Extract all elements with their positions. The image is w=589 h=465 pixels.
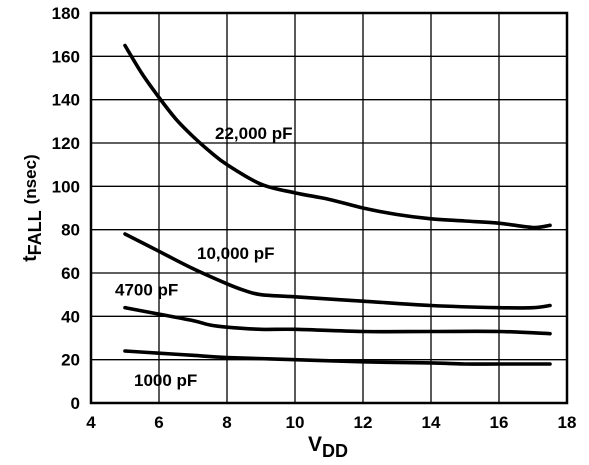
x-tick-label: 18 (558, 413, 577, 432)
y-tick-label: 20 (61, 351, 80, 370)
x-tick-label: 16 (490, 413, 509, 432)
y-tick-label: 60 (61, 264, 80, 283)
y-tick-label: 120 (52, 134, 80, 153)
series-label: 4700 pF (115, 281, 178, 300)
y-tick-label: 160 (52, 47, 80, 66)
y-axis-label-sub: FALL (25, 210, 45, 255)
y-tick-label: 140 (52, 91, 80, 110)
plot-frame (89, 11, 569, 405)
series-label: 10,000 pF (197, 244, 275, 263)
series-line (123, 349, 552, 366)
x-axis-label: VDD (308, 433, 348, 461)
series-line (123, 305, 552, 336)
y-tick-label: 40 (61, 307, 80, 326)
y-tick-label: 80 (61, 221, 80, 240)
y-axis-label: tFALL (nsec) (20, 154, 45, 261)
x-tick-label: 12 (354, 413, 373, 432)
series-label: 22,000 pF (215, 124, 293, 143)
x-tick-label: 8 (222, 413, 231, 432)
y-tick-labels: 0 20 40 60 80 100 120 140 160 180 (52, 4, 80, 413)
series-line (123, 232, 552, 310)
y-tick-label: 180 (52, 4, 80, 23)
x-tick-label: 4 (86, 413, 96, 432)
y-axis-label-main: t (20, 255, 41, 262)
y-tick-label: 100 (52, 177, 80, 196)
series-line (123, 43, 552, 230)
y-axis-label-unit: (nsec) (21, 154, 40, 204)
grid (90, 12, 568, 404)
series-labels: 22,000 pF 10,000 pF 4700 pF 1000 pF (115, 124, 293, 390)
y-tick-label: 0 (71, 394, 80, 413)
x-tick-label: 14 (422, 413, 441, 432)
x-axis-label-sub: DD (322, 441, 348, 461)
x-tick-label: 10 (286, 413, 305, 432)
x-tick-label: 6 (154, 413, 163, 432)
curves (123, 43, 552, 366)
x-axis-label-main: V (308, 433, 322, 456)
series-label: 1000 pF (134, 371, 197, 390)
x-tick-labels: 4 6 8 10 12 14 16 18 (86, 413, 576, 432)
